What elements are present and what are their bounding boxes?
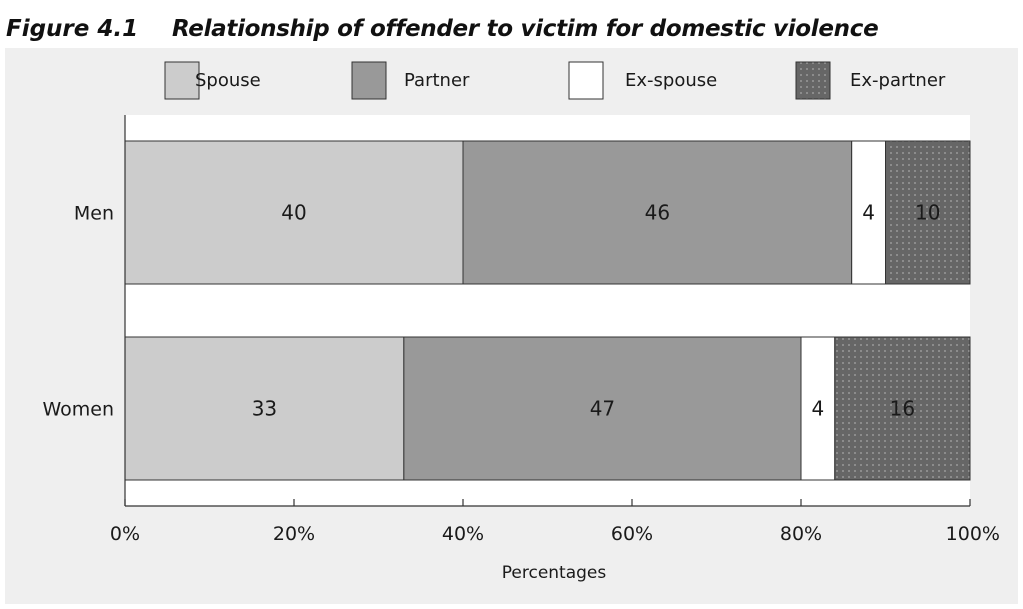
bar-segment (885, 140, 971, 285)
x-tick-label: 80% (780, 523, 822, 545)
legend-label: Spouse (195, 70, 261, 91)
legend-label: Partner (404, 70, 470, 91)
legend-label: Ex-partner (850, 70, 946, 91)
legend-swatch (351, 61, 387, 100)
x-tick-label: 40% (442, 523, 484, 545)
bar-segment (403, 336, 802, 481)
legend-swatch (568, 61, 604, 100)
legend: Spouse Partner Ex-spouse Ex-partner (164, 61, 946, 100)
plot-area: 40 46 4 10 Men 33 47 4 16 Women (42, 115, 971, 506)
bar-segment (124, 140, 464, 285)
figure-title: Relationship of offender to victim for d… (172, 16, 879, 42)
bar-segment (124, 336, 405, 481)
data-label: 10 (915, 201, 940, 225)
x-tick-label: 0% (110, 523, 140, 545)
data-label: 16 (890, 397, 915, 421)
data-label: 46 (645, 201, 670, 225)
x-tick-label: 100% (946, 523, 1000, 545)
legend-swatch (164, 61, 200, 100)
legend-swatch (795, 61, 831, 100)
axes: 0% 20% 40% 60% 80% 100% Percentages (110, 115, 1000, 583)
category-label: Men (74, 203, 114, 225)
x-axis-label: Percentages (502, 563, 607, 583)
bar-segment (462, 140, 853, 285)
legend-label: Ex-spouse (625, 70, 717, 91)
data-label: 4 (862, 201, 875, 225)
bar-segment (834, 336, 971, 481)
x-tick-label: 60% (611, 523, 653, 545)
category-label: Women (42, 399, 114, 421)
figure-number: Figure 4.1 (6, 16, 139, 42)
data-label: 40 (281, 201, 306, 225)
bar-segment (851, 140, 887, 285)
bar-segment (800, 336, 836, 481)
data-label: 47 (590, 397, 615, 421)
data-label: 33 (252, 397, 277, 421)
x-tick-label: 20% (273, 523, 315, 545)
data-label: 4 (812, 397, 825, 421)
